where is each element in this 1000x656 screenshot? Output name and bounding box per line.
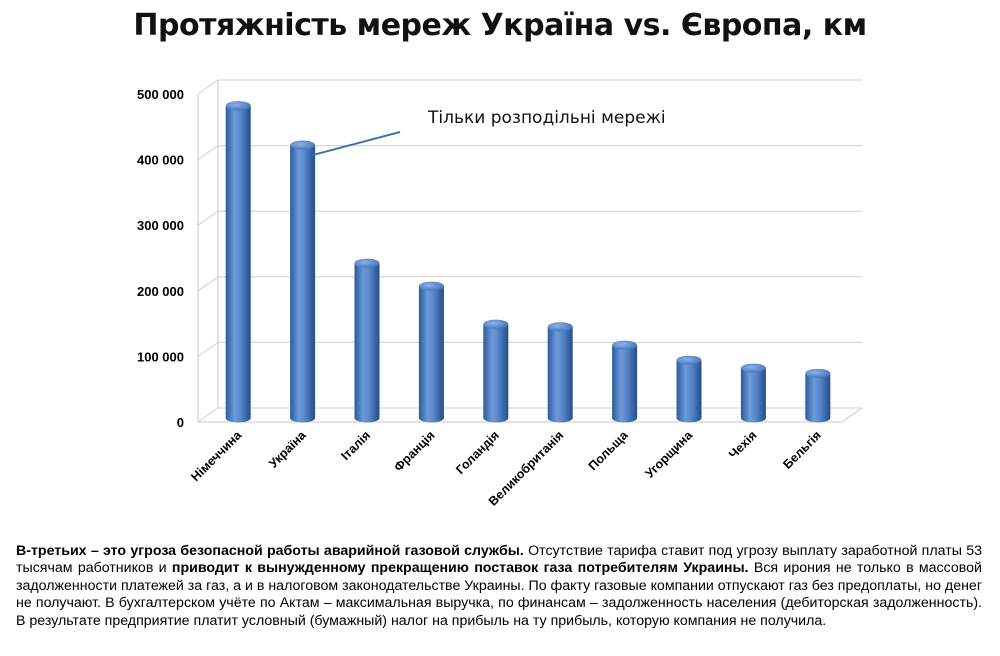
y-tick-label: 500 000	[137, 87, 184, 102]
y-tick-label: 400 000	[137, 153, 184, 168]
x-tick-label: Німеччина	[188, 427, 245, 484]
x-axis-side	[841, 407, 863, 423]
y-tick-label: 100 000	[137, 349, 184, 364]
bar-cap	[225, 101, 251, 111]
annotation-line	[312, 131, 401, 157]
bar-body	[225, 105, 251, 423]
body-lead-bold: В-третьих – это угроза безопасной работы…	[16, 543, 524, 559]
bar-body	[676, 360, 702, 423]
x-tick-label: Чехія	[726, 428, 759, 461]
x-tick-labels: Німеччина Україна Італія Франція ГоландіяВел…	[188, 427, 824, 508]
y-tick-labels: 0 100 000 200 000 300 000 400 000 500 000	[137, 87, 184, 430]
x-tick-label: Італія	[338, 428, 373, 463]
gridline-side	[197, 407, 219, 423]
bar-cap	[612, 340, 638, 350]
bar-cap	[740, 363, 766, 373]
bar-cap	[805, 368, 831, 378]
bar-body	[547, 326, 573, 423]
bar-body	[805, 373, 831, 423]
body-paragraph: В-третьих – это угроза безопасной работы…	[16, 543, 982, 630]
bar	[805, 368, 831, 423]
gridline-side	[197, 276, 219, 292]
annotation-text: Тільки розподільні мережі	[427, 108, 666, 128]
bar	[483, 319, 509, 423]
x-tick-label: Бельгія	[780, 428, 824, 472]
annotation: Тільки розподільні мережі	[312, 108, 666, 157]
bar	[225, 101, 251, 423]
bar	[290, 140, 316, 423]
bar-body	[354, 263, 380, 423]
slide: Протяжність мереж Україна vs. Європа, км…	[133, 8, 867, 509]
gridlines	[197, 79, 862, 423]
bar-body	[612, 345, 638, 423]
y-tick-label: 300 000	[137, 218, 184, 233]
x-tick-label: Франція	[391, 428, 437, 474]
x-tick-label: Голандія	[453, 428, 502, 477]
bar-body	[290, 145, 316, 423]
body-bold-2: приводит к вынужденному прекращению пост…	[171, 560, 749, 577]
gridline-side	[197, 341, 219, 357]
x-tick-label: Україна	[266, 427, 309, 470]
gridline-side	[197, 79, 219, 95]
bar	[612, 340, 638, 423]
bar-cap	[547, 322, 573, 332]
bar-cap	[290, 140, 316, 150]
bar-body	[483, 324, 509, 423]
x-tick-label: Польща	[586, 427, 632, 473]
gridline-side	[197, 210, 219, 226]
axes	[197, 80, 863, 423]
x-tick-label: Угорщина	[643, 427, 696, 480]
body-text-2: Вся ирония не только в массовой задолжен…	[16, 560, 982, 629]
chart-title: Протяжність мереж Україна vs. Європа, км	[133, 8, 867, 43]
gridline-side	[197, 145, 219, 161]
bar	[547, 322, 573, 423]
bar-cap	[418, 281, 444, 291]
bars	[225, 101, 831, 423]
y-tick-label: 0	[177, 415, 184, 430]
bar-cap	[354, 258, 380, 268]
bar	[740, 363, 766, 423]
bar-body	[740, 368, 766, 423]
bar-chart: 0 100 000 200 000 300 000 400 000 500 000 Нім…	[137, 79, 863, 509]
bar-body	[418, 286, 444, 423]
bar-cap	[483, 319, 509, 329]
bar-cap	[676, 355, 702, 365]
y-tick-label: 200 000	[137, 284, 184, 299]
bar	[676, 355, 702, 423]
bar	[418, 281, 444, 423]
body-text-1: Отсутствие тарифа ставит под угрозу выпл…	[16, 543, 982, 577]
bar	[354, 258, 380, 423]
